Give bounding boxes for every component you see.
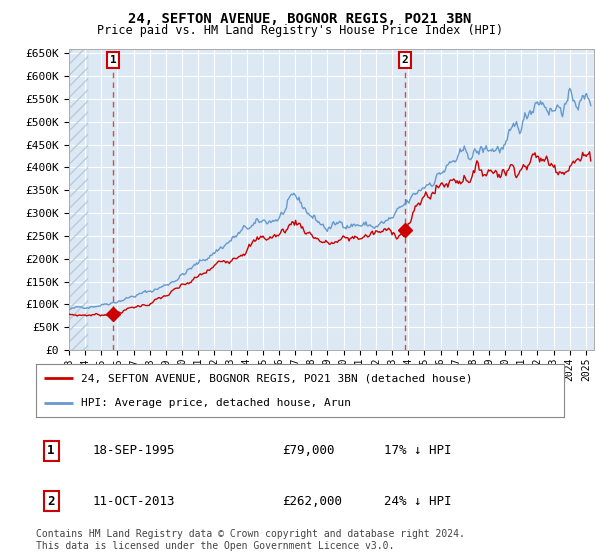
Text: 24, SEFTON AVENUE, BOGNOR REGIS, PO21 3BN: 24, SEFTON AVENUE, BOGNOR REGIS, PO21 3B… [128,12,472,26]
Text: 11-OCT-2013: 11-OCT-2013 [93,494,176,508]
Text: 18-SEP-1995: 18-SEP-1995 [93,444,176,458]
Text: £79,000: £79,000 [282,444,335,458]
Text: £262,000: £262,000 [282,494,342,508]
Text: 2: 2 [47,494,55,508]
Text: 17% ↓ HPI: 17% ↓ HPI [384,444,452,458]
Text: Price paid vs. HM Land Registry's House Price Index (HPI): Price paid vs. HM Land Registry's House … [97,24,503,36]
Text: 1: 1 [47,444,55,458]
Text: 24% ↓ HPI: 24% ↓ HPI [384,494,452,508]
Text: Contains HM Land Registry data © Crown copyright and database right 2024.
This d: Contains HM Land Registry data © Crown c… [36,529,465,551]
Text: 1: 1 [110,55,116,65]
Text: 2: 2 [401,55,408,65]
Text: HPI: Average price, detached house, Arun: HPI: Average price, detached house, Arun [81,398,351,408]
Text: 24, SEFTON AVENUE, BOGNOR REGIS, PO21 3BN (detached house): 24, SEFTON AVENUE, BOGNOR REGIS, PO21 3B… [81,374,472,384]
